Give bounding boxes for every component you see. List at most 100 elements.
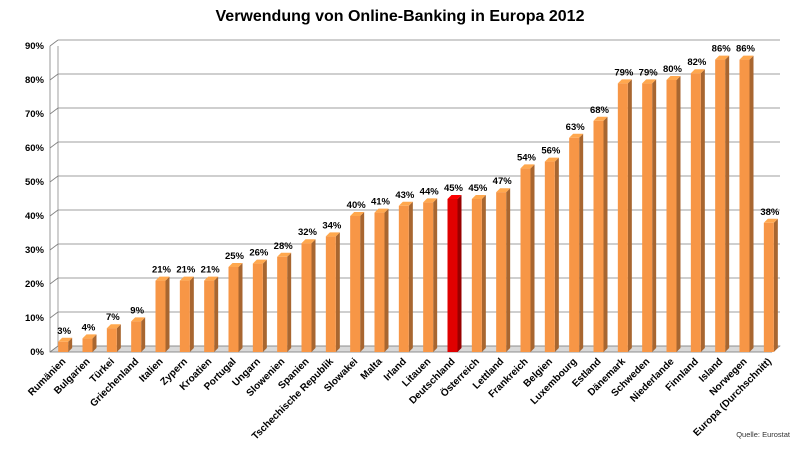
data-label: 86% <box>712 44 732 55</box>
bar-top <box>398 201 413 206</box>
bar-side <box>579 133 584 352</box>
bar <box>58 341 69 352</box>
data-label: 40% <box>347 200 367 211</box>
bar <box>471 199 482 352</box>
bar-side <box>749 55 754 352</box>
bar-side <box>189 276 194 352</box>
bar-side <box>287 252 292 352</box>
gridline-diag-20 <box>49 277 59 285</box>
data-label: 80% <box>663 64 683 75</box>
source-note: Quelle: Eurostat <box>736 430 790 439</box>
bar <box>666 80 677 352</box>
bar <box>350 216 361 352</box>
data-label: 47% <box>493 176 513 187</box>
data-label: 25% <box>225 251 245 262</box>
data-label: 41% <box>371 197 391 208</box>
data-label: 82% <box>687 57 707 68</box>
bar-top <box>690 69 705 74</box>
bar <box>544 161 555 352</box>
bar-side <box>433 198 438 352</box>
bar-side <box>773 218 778 352</box>
bar-top <box>739 55 754 60</box>
bar-side <box>725 55 730 352</box>
bar-side <box>384 208 389 352</box>
data-label: 21% <box>201 265 221 276</box>
y-tick-label: 90% <box>25 41 45 52</box>
data-label: 79% <box>639 67 659 78</box>
bar <box>593 120 604 352</box>
data-label: 9% <box>130 305 144 316</box>
bar <box>301 243 312 352</box>
data-label: 54% <box>517 152 537 163</box>
bar <box>739 59 750 352</box>
bar <box>277 256 288 352</box>
data-label: 38% <box>760 207 780 218</box>
bar <box>520 168 531 352</box>
bar-side <box>627 79 632 353</box>
bar <box>131 321 142 352</box>
data-label: 43% <box>395 190 415 201</box>
bar-top <box>520 164 535 169</box>
bar-top <box>58 337 73 342</box>
bar-top <box>423 198 438 203</box>
data-label: 21% <box>176 265 196 276</box>
bar-side <box>92 334 97 352</box>
gridline-diag-60 <box>49 141 59 149</box>
y-tick-label: 40% <box>25 211 45 222</box>
bar-top <box>666 76 681 80</box>
bar-side <box>262 259 267 352</box>
data-label: 28% <box>274 241 294 252</box>
bar-top <box>228 263 243 267</box>
bar <box>617 83 628 353</box>
bar-side <box>554 157 559 352</box>
bar-side <box>238 263 243 352</box>
bar <box>447 199 458 352</box>
gridline-diag-80 <box>49 73 59 81</box>
bar-side <box>652 79 657 353</box>
data-label: 63% <box>566 122 586 133</box>
bar-top <box>155 276 170 281</box>
y-tick-label: 20% <box>25 279 45 290</box>
bar-top <box>471 195 486 199</box>
gridline-diag-0 <box>49 345 59 353</box>
bar-top <box>496 188 511 193</box>
y-tick-label: 80% <box>25 75 45 86</box>
gridline-diag-40 <box>49 209 59 217</box>
data-label: 26% <box>249 248 269 259</box>
bar-side <box>603 116 608 352</box>
bar-top <box>179 276 194 281</box>
bar-side <box>506 188 511 352</box>
gridline-diag-10 <box>49 311 59 319</box>
bar-top <box>82 334 97 339</box>
bar-side <box>700 69 705 352</box>
bar-top <box>593 116 608 121</box>
bar <box>423 202 434 352</box>
bar-side <box>360 212 365 352</box>
chart-title: Verwendung von Online-Banking in Europa … <box>215 8 585 25</box>
bar-side <box>311 239 316 352</box>
bar <box>325 236 336 352</box>
bar <box>398 205 409 352</box>
bar-top <box>447 195 462 199</box>
bar <box>82 338 93 352</box>
y-tick-label: 60% <box>25 143 45 154</box>
bar <box>179 280 190 352</box>
data-label: 45% <box>468 183 488 194</box>
bar-top <box>715 55 730 60</box>
data-label: 3% <box>57 326 71 337</box>
bar-top <box>325 232 340 237</box>
data-label: 68% <box>590 105 610 116</box>
data-label: 44% <box>420 186 440 197</box>
bar-side <box>214 276 219 352</box>
y-tick-label: 0% <box>30 347 44 358</box>
bar-top <box>277 252 292 257</box>
y-tick-label: 30% <box>25 245 45 256</box>
data-label: 34% <box>322 220 342 231</box>
bar <box>715 59 726 352</box>
bar-top <box>106 324 121 329</box>
bar-side <box>116 324 121 352</box>
category-label: Malta <box>359 356 385 382</box>
bar-top <box>131 317 146 322</box>
bar <box>155 280 166 352</box>
